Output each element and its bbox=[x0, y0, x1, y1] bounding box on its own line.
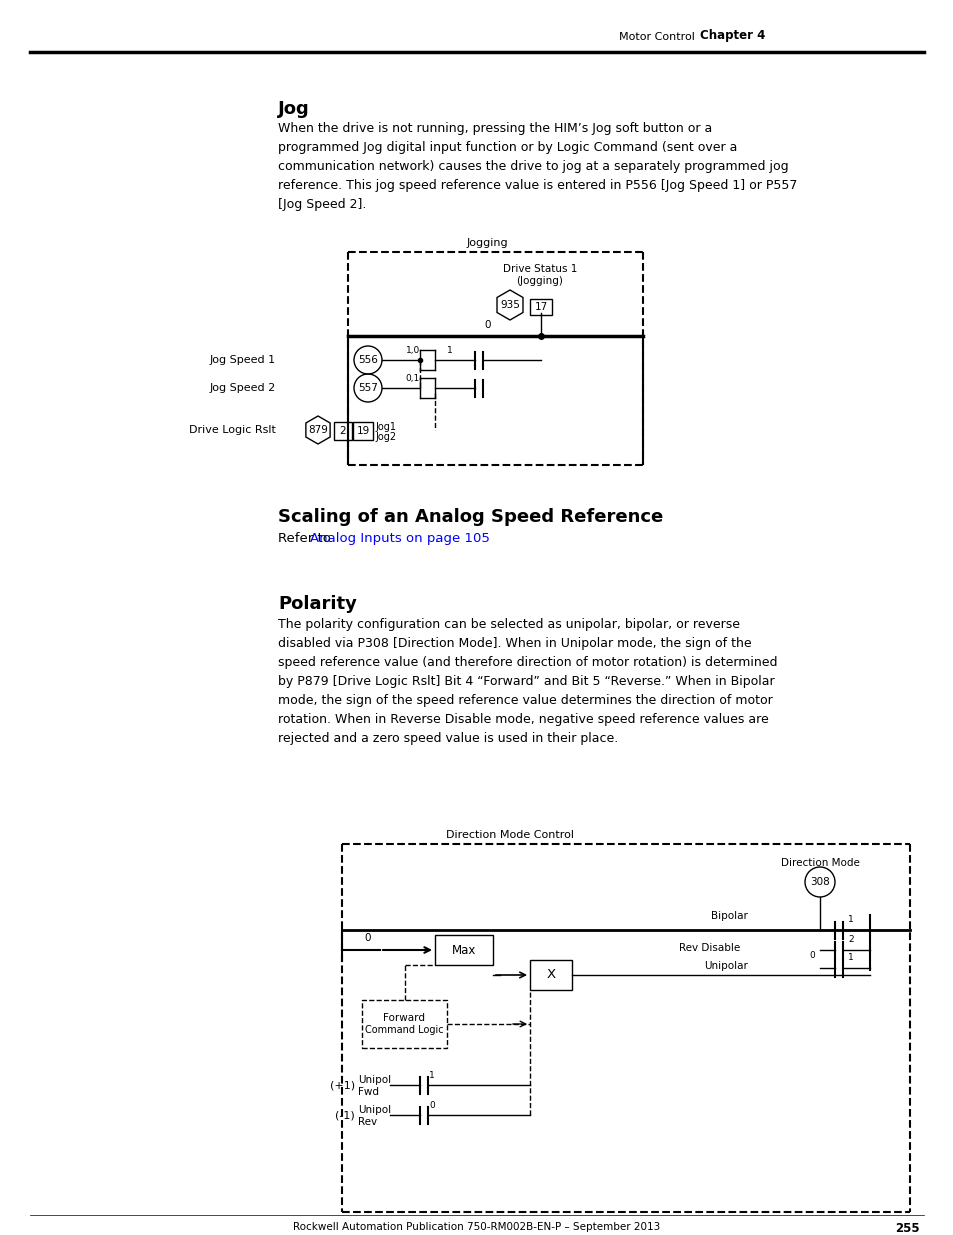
Text: 0: 0 bbox=[429, 1100, 435, 1110]
Text: Rockwell Automation Publication 750-RM002B-EN-P – September 2013: Rockwell Automation Publication 750-RM00… bbox=[294, 1221, 659, 1233]
Text: Direction Mode Control: Direction Mode Control bbox=[446, 830, 574, 840]
Text: Rev Disable: Rev Disable bbox=[678, 944, 740, 953]
Text: Refer to: Refer to bbox=[277, 532, 335, 545]
Text: 556: 556 bbox=[357, 354, 377, 366]
Text: .: . bbox=[435, 532, 438, 545]
Text: Direction Mode: Direction Mode bbox=[780, 858, 859, 868]
Text: Motor Control: Motor Control bbox=[618, 32, 695, 42]
Text: Polarity: Polarity bbox=[277, 595, 356, 613]
Text: Bipolar: Bipolar bbox=[710, 911, 747, 921]
Text: Drive Status 1: Drive Status 1 bbox=[502, 264, 577, 274]
Text: 1: 1 bbox=[847, 915, 853, 924]
Text: Unipol: Unipol bbox=[357, 1074, 391, 1086]
Text: Unipolar: Unipolar bbox=[703, 961, 747, 971]
Text: 2: 2 bbox=[339, 426, 346, 436]
Text: 1,0: 1,0 bbox=[405, 346, 419, 354]
Text: 0: 0 bbox=[364, 932, 371, 944]
Text: 0: 0 bbox=[808, 951, 814, 960]
Text: The polarity configuration can be selected as unipolar, bipolar, or reverse
disa: The polarity configuration can be select… bbox=[277, 618, 777, 745]
Text: (Jogging): (Jogging) bbox=[516, 275, 563, 287]
Text: 1: 1 bbox=[447, 346, 453, 354]
Text: 308: 308 bbox=[809, 877, 829, 887]
Text: 255: 255 bbox=[895, 1221, 919, 1235]
Text: 557: 557 bbox=[357, 383, 377, 393]
Text: Scaling of an Analog Speed Reference: Scaling of an Analog Speed Reference bbox=[277, 508, 662, 526]
Text: 1: 1 bbox=[847, 953, 853, 962]
Text: 0,1: 0,1 bbox=[405, 374, 419, 383]
Text: Rev: Rev bbox=[357, 1116, 376, 1128]
Text: Command Logic: Command Logic bbox=[365, 1025, 443, 1035]
Text: Fwd: Fwd bbox=[357, 1087, 378, 1097]
Text: Jog Speed 1: Jog Speed 1 bbox=[210, 354, 275, 366]
Text: Jog1: Jog1 bbox=[375, 422, 395, 432]
Text: Jog2: Jog2 bbox=[375, 432, 395, 442]
Text: Chapter 4: Chapter 4 bbox=[700, 28, 764, 42]
Text: 19: 19 bbox=[356, 426, 369, 436]
Text: 879: 879 bbox=[308, 425, 328, 435]
Text: Jog: Jog bbox=[277, 100, 310, 119]
Text: Forward: Forward bbox=[383, 1013, 425, 1023]
Text: Jog Speed 2: Jog Speed 2 bbox=[210, 383, 275, 393]
Text: 2: 2 bbox=[847, 935, 853, 944]
Text: 17: 17 bbox=[534, 303, 547, 312]
Text: (+1): (+1) bbox=[330, 1079, 355, 1091]
Text: Unipol: Unipol bbox=[357, 1105, 391, 1115]
Text: 1: 1 bbox=[429, 1071, 435, 1079]
Text: 935: 935 bbox=[499, 300, 519, 310]
Text: Analog Inputs on page 105: Analog Inputs on page 105 bbox=[310, 532, 489, 545]
Text: When the drive is not running, pressing the HIM’s Jog soft button or a
programme: When the drive is not running, pressing … bbox=[277, 122, 797, 211]
Text: 0: 0 bbox=[484, 320, 491, 330]
Text: (-1): (-1) bbox=[335, 1110, 355, 1120]
Text: Jogging: Jogging bbox=[466, 238, 507, 248]
Text: Drive Logic Rslt: Drive Logic Rslt bbox=[189, 425, 275, 435]
Text: X: X bbox=[546, 968, 555, 982]
Text: Max: Max bbox=[452, 944, 476, 956]
